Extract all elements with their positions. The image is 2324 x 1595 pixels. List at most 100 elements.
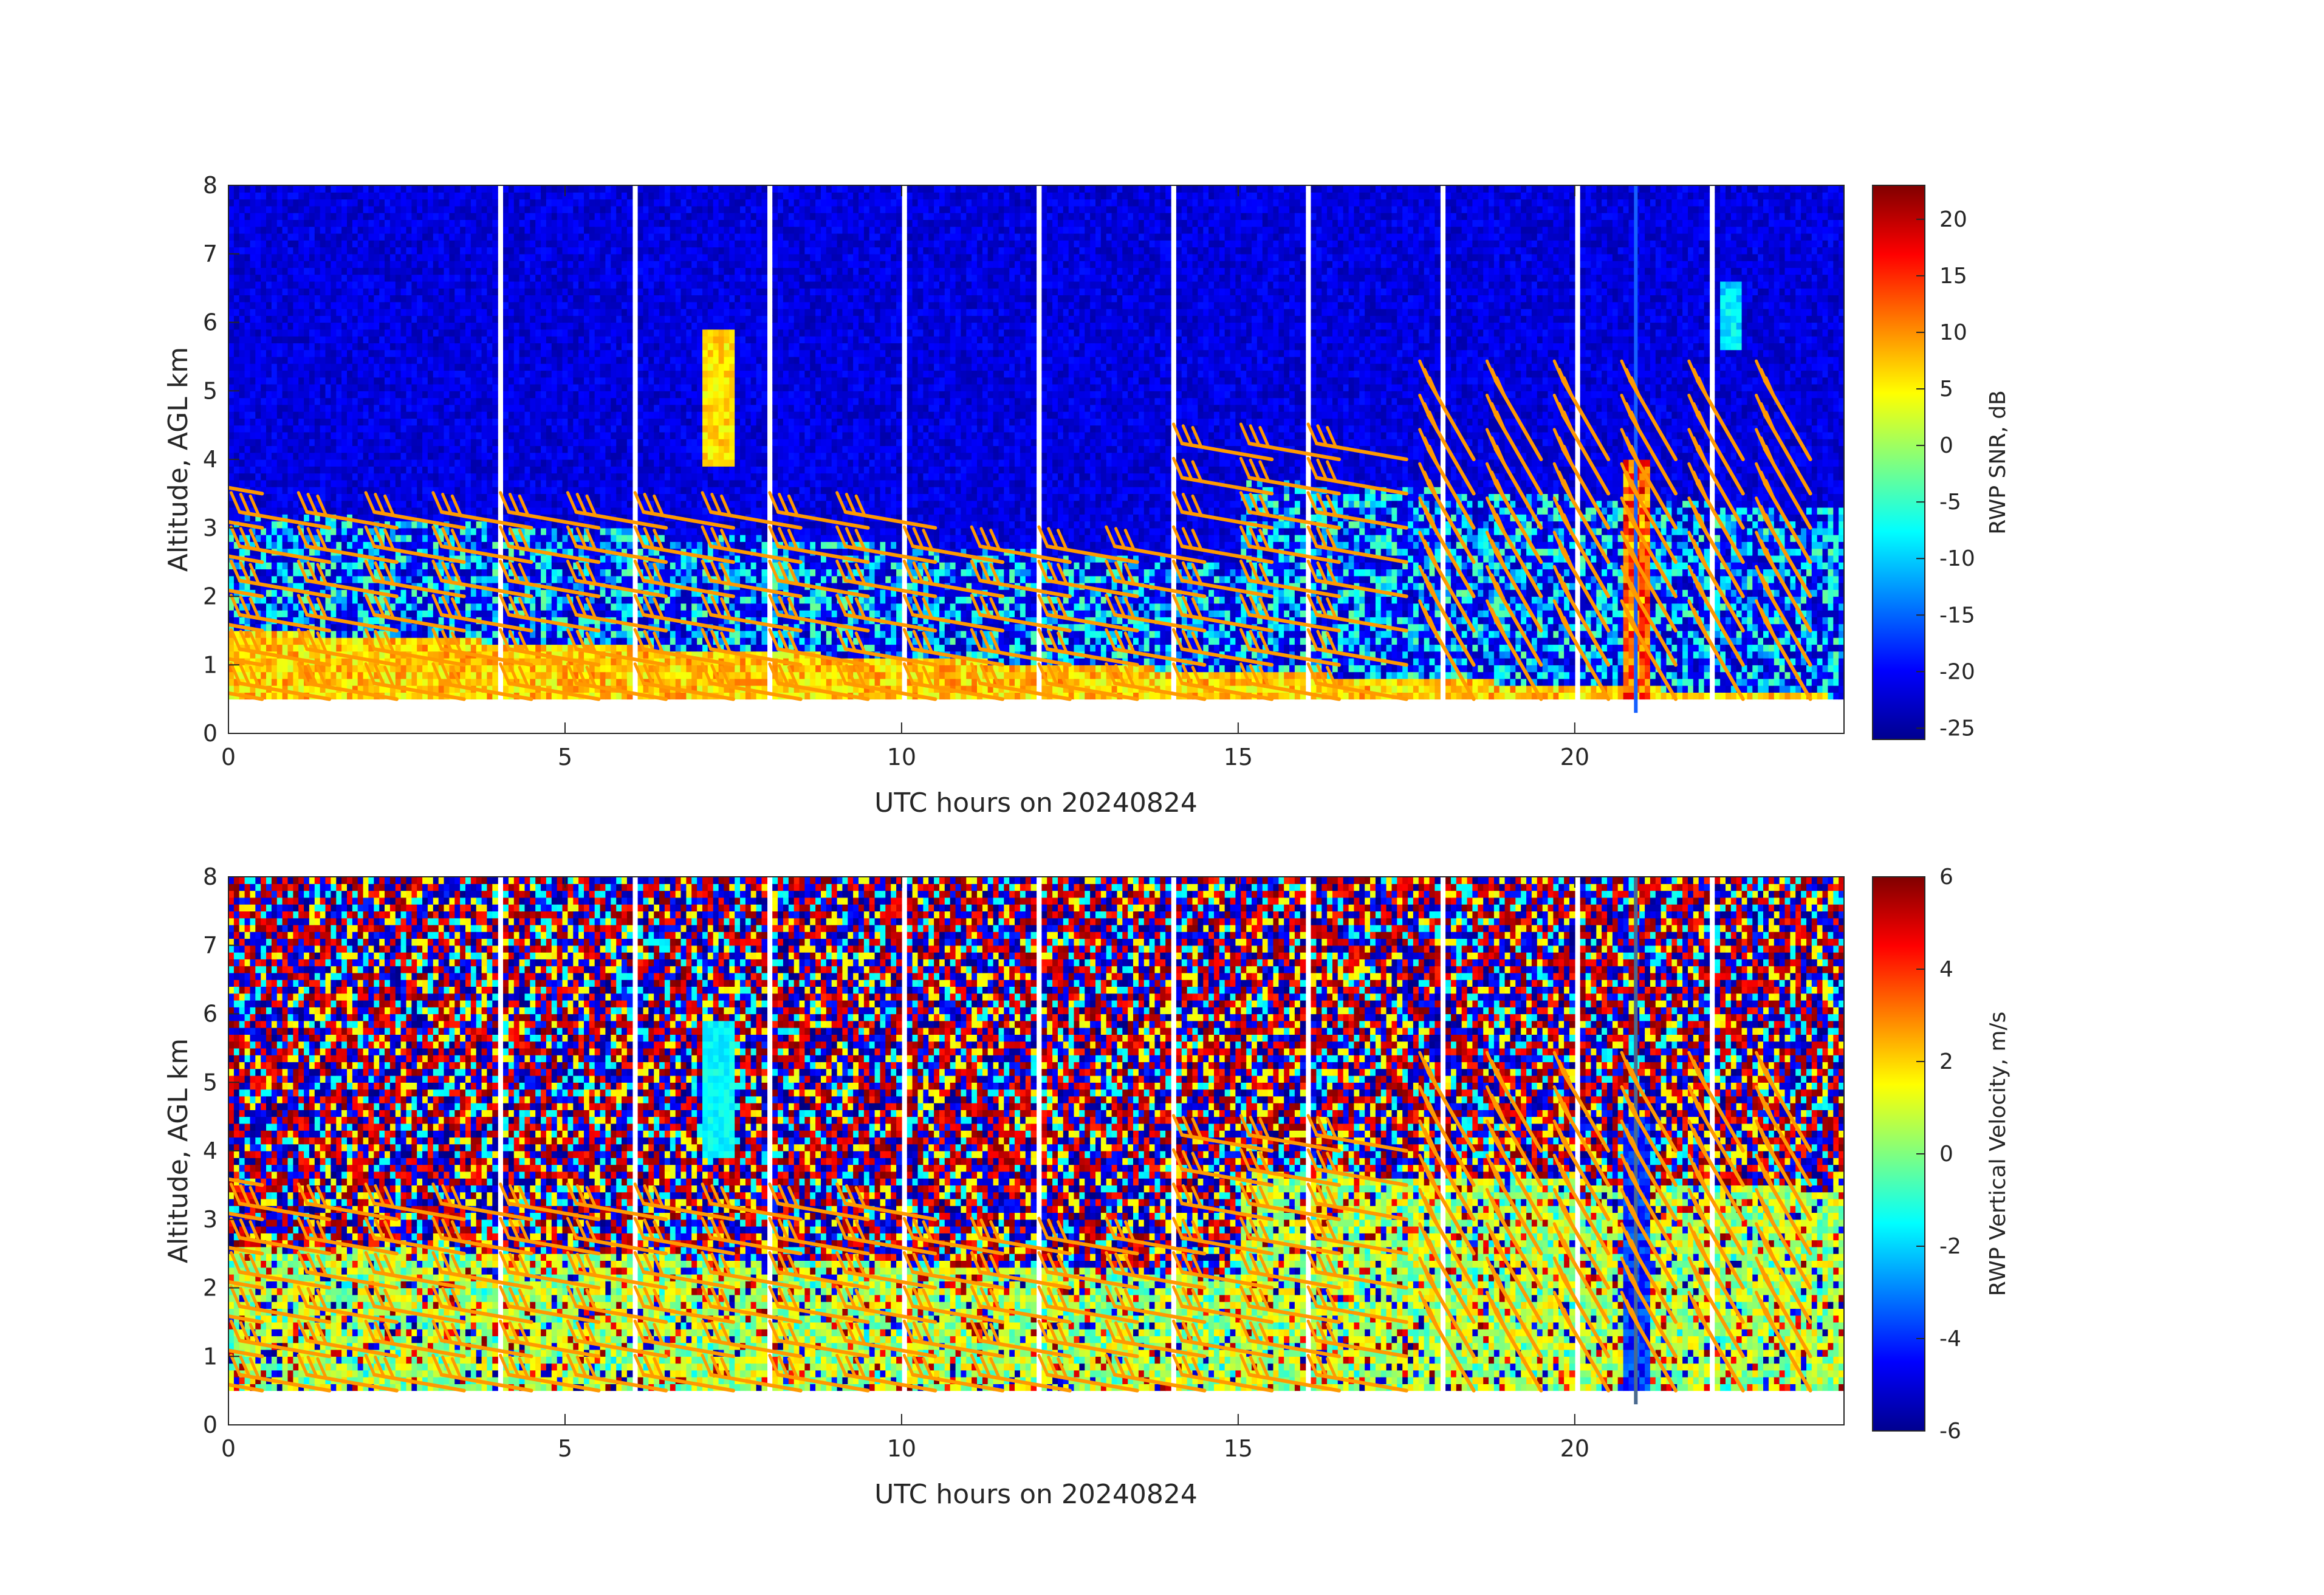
heatmap-cell bbox=[363, 479, 369, 487]
heatmap-cell bbox=[400, 274, 407, 282]
heatmap-cell bbox=[487, 487, 493, 494]
heatmap-cell bbox=[519, 644, 526, 652]
heatmap-cell bbox=[244, 213, 251, 220]
heatmap-cell bbox=[546, 671, 552, 679]
heatmap-cell bbox=[406, 671, 412, 679]
heatmap-cell bbox=[331, 610, 337, 617]
heatmap-cell bbox=[331, 535, 337, 542]
heatmap-cell bbox=[422, 562, 428, 569]
heatmap-cell bbox=[374, 425, 380, 433]
heatmap-cell bbox=[352, 315, 358, 323]
heatmap-cell bbox=[255, 623, 261, 631]
heatmap-cell bbox=[293, 473, 299, 481]
heatmap-cell bbox=[400, 247, 407, 255]
heatmap-cell bbox=[357, 651, 364, 659]
heatmap-cell bbox=[250, 274, 256, 282]
heatmap-cell bbox=[325, 329, 331, 337]
heatmap-cell bbox=[325, 479, 331, 487]
heatmap-cell bbox=[530, 562, 536, 569]
heatmap-cell bbox=[422, 623, 428, 631]
heatmap-cell bbox=[309, 370, 315, 378]
heatmap-cell bbox=[427, 582, 434, 590]
heatmap-cell bbox=[427, 473, 434, 481]
heatmap-cell bbox=[228, 301, 235, 309]
heatmap-cell bbox=[530, 445, 536, 453]
heatmap-cell bbox=[271, 213, 278, 220]
heatmap-cell bbox=[379, 569, 385, 577]
heatmap-cell bbox=[255, 233, 261, 241]
heatmap-cell bbox=[492, 527, 498, 535]
heatmap-cell bbox=[492, 391, 498, 399]
heatmap-cell bbox=[293, 466, 299, 474]
heatmap-cell bbox=[255, 199, 261, 207]
heatmap-cell bbox=[492, 514, 498, 522]
heatmap-cell bbox=[438, 473, 445, 481]
heatmap-cell bbox=[314, 425, 321, 433]
heatmap-cell bbox=[573, 418, 579, 426]
heatmap-cell bbox=[541, 267, 547, 275]
heatmap-cell bbox=[411, 219, 417, 227]
heatmap-cell bbox=[492, 261, 498, 268]
heatmap-cell bbox=[320, 617, 326, 625]
heatmap-cell bbox=[395, 301, 402, 309]
heatmap-cell bbox=[368, 261, 374, 268]
heatmap-cell bbox=[368, 274, 374, 282]
heatmap-cell bbox=[422, 205, 428, 213]
heatmap-cell bbox=[411, 404, 417, 412]
heatmap-cell bbox=[266, 240, 272, 248]
heatmap-cell bbox=[460, 261, 466, 268]
heatmap-cell bbox=[546, 589, 552, 597]
heatmap-cell bbox=[304, 439, 310, 447]
heatmap-cell bbox=[228, 623, 235, 631]
heatmap-cell bbox=[228, 596, 235, 604]
heatmap-cell bbox=[298, 507, 304, 515]
heatmap-cell bbox=[444, 507, 450, 515]
heatmap-cell bbox=[433, 445, 439, 453]
heatmap-cell bbox=[395, 309, 402, 316]
heatmap-cell bbox=[261, 309, 267, 316]
heatmap-cell bbox=[239, 391, 245, 399]
heatmap-cell bbox=[336, 678, 342, 686]
heatmap-cell bbox=[363, 397, 369, 405]
heatmap-cell bbox=[481, 377, 488, 385]
heatmap-cell bbox=[492, 322, 498, 330]
heatmap-cell bbox=[433, 247, 439, 255]
heatmap-cell bbox=[449, 315, 455, 323]
heatmap-cell bbox=[567, 384, 574, 391]
heatmap-cell bbox=[584, 336, 590, 343]
heatmap-cell bbox=[411, 247, 417, 255]
heatmap-cell bbox=[573, 329, 579, 337]
heatmap-cell bbox=[314, 247, 321, 255]
heatmap-cell bbox=[567, 261, 574, 268]
heatmap-cell bbox=[233, 349, 240, 357]
heatmap-cell bbox=[352, 377, 358, 385]
heatmap-cell bbox=[524, 213, 530, 220]
heatmap-cell bbox=[444, 527, 450, 535]
heatmap-cell bbox=[276, 610, 283, 617]
heatmap-cell bbox=[389, 370, 396, 378]
heatmap-cell bbox=[411, 623, 417, 631]
heatmap-cell bbox=[454, 261, 461, 268]
heatmap-cell bbox=[573, 322, 579, 330]
heatmap-cell bbox=[470, 370, 477, 378]
heatmap-cell bbox=[492, 445, 498, 453]
heatmap-cell bbox=[385, 425, 391, 433]
heatmap-cell bbox=[261, 487, 267, 494]
heatmap-cell bbox=[244, 301, 251, 309]
heatmap-cell bbox=[524, 658, 530, 665]
heatmap-cell bbox=[519, 479, 526, 487]
heatmap-cell bbox=[374, 569, 380, 577]
heatmap-cell bbox=[427, 370, 434, 378]
heatmap-cell bbox=[530, 541, 536, 549]
heatmap-cell bbox=[331, 219, 337, 227]
heatmap-cell bbox=[298, 226, 304, 234]
heatmap-cell bbox=[449, 452, 455, 460]
heatmap-cell bbox=[276, 329, 283, 337]
heatmap-cell bbox=[228, 479, 235, 487]
heatmap-cell bbox=[266, 247, 272, 255]
heatmap-cell bbox=[460, 521, 466, 529]
heatmap-cell bbox=[470, 535, 477, 542]
heatmap-cell bbox=[476, 569, 482, 577]
heatmap-cell bbox=[557, 493, 563, 501]
heatmap-cell bbox=[368, 205, 374, 213]
